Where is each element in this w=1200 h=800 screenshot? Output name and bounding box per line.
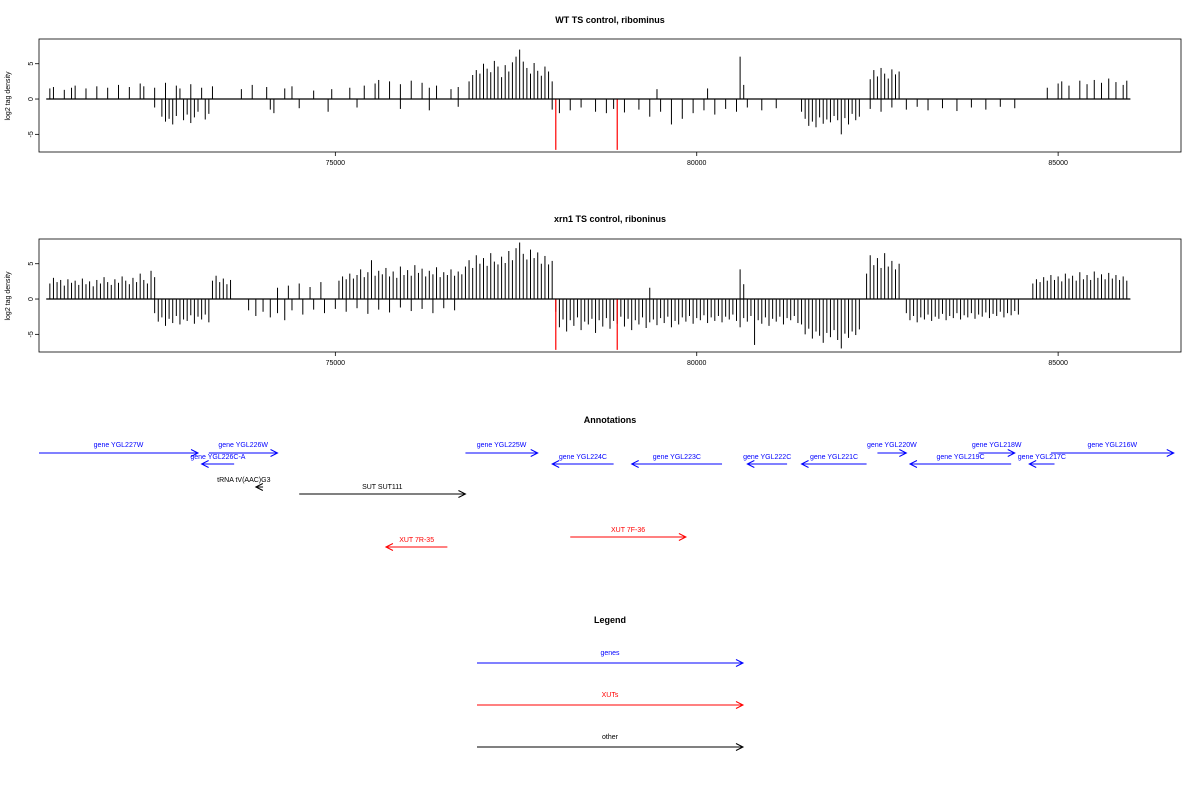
annotation-label: gene YGL220W bbox=[867, 442, 917, 449]
annotation-label: gene YGL227W bbox=[94, 442, 144, 449]
gene-arrow bbox=[978, 449, 1016, 457]
x-tick-label: 85000 bbox=[1048, 160, 1068, 167]
xrn1-marker-lines bbox=[555, 299, 618, 350]
xrn1-density-panel: xrn1 TS control, riboninus log2 tag dens… bbox=[5, 214, 1182, 367]
wt-panel-title: WT TS control, ribominus bbox=[555, 15, 665, 25]
legend-arrow bbox=[477, 743, 745, 751]
wt-y-axis-label: log2 tag density bbox=[5, 71, 12, 121]
annotation-label: gene YGL221C bbox=[810, 454, 858, 461]
gene-arrow bbox=[1028, 460, 1055, 468]
annotation-tracks: gene YGL227W gene YGL226W gene YGL226C-A ge… bbox=[39, 442, 1175, 551]
gene-arrow bbox=[465, 449, 539, 457]
legend-label: XUTs bbox=[602, 692, 619, 699]
annotation-label: SUT SUT111 bbox=[362, 484, 403, 491]
y-tick-label: 0 bbox=[28, 297, 35, 301]
annotation-label: gene YGL218W bbox=[972, 442, 1022, 449]
y-tick-label: 5 bbox=[28, 62, 35, 66]
legend-arrow bbox=[477, 659, 745, 667]
gene-arrow bbox=[39, 449, 200, 457]
other-arrow bbox=[299, 490, 467, 498]
other-arrow bbox=[254, 483, 264, 491]
x-tick-label: 75000 bbox=[326, 160, 346, 167]
annotation-label: tRNA tV(AAC)G3 bbox=[217, 477, 270, 484]
gene-arrow bbox=[908, 460, 1012, 468]
annotation-label: gene YGL226W bbox=[218, 442, 268, 449]
gene-arrow bbox=[630, 460, 723, 468]
gene-arrow bbox=[551, 460, 614, 468]
annotation-label: XUT 7F-36 bbox=[611, 527, 645, 534]
legend-label: other bbox=[602, 734, 619, 741]
y-tick-label: -5 bbox=[28, 131, 35, 137]
xrn1-y-ticks: 5 0 -5 bbox=[28, 262, 39, 337]
legend-label: genes bbox=[600, 650, 620, 657]
x-tick-label: 80000 bbox=[687, 160, 707, 167]
annotations-panel: Annotations gene YGL227W gene YGL226Wgene… bbox=[39, 415, 1175, 551]
annotation-label: gene YGL225W bbox=[477, 442, 527, 449]
annotation-label: gene YGL222C bbox=[743, 454, 791, 461]
wt-density-panel: WT TS control, ribominus log2 tag densit… bbox=[5, 15, 1182, 167]
annotation-label: gene YGL216W bbox=[1087, 442, 1137, 449]
gene-arrow bbox=[208, 449, 279, 457]
xrn1-panel-title: xrn1 TS control, riboninus bbox=[554, 214, 666, 224]
y-tick-label: 0 bbox=[28, 97, 35, 101]
wt-density-bars bbox=[49, 49, 1128, 135]
xut-arrow bbox=[570, 533, 688, 541]
y-tick-label: 5 bbox=[28, 262, 35, 266]
gene-arrow bbox=[200, 460, 235, 468]
x-tick-label: 75000 bbox=[326, 360, 346, 367]
annotations-title: Annotations bbox=[584, 415, 637, 425]
legend-title: Legend bbox=[594, 615, 626, 625]
gene-arrow bbox=[877, 449, 908, 457]
y-tick-label: -5 bbox=[28, 331, 35, 337]
xrn1-plot-frame bbox=[38, 238, 1182, 353]
gene-arrow bbox=[800, 460, 867, 468]
wt-x-ticks: 75000 80000 85000 bbox=[326, 152, 1068, 167]
x-tick-label: 80000 bbox=[687, 360, 707, 367]
legend-panel: Legend genes XUTs other bbox=[477, 615, 745, 751]
xut-arrow bbox=[384, 543, 448, 551]
legend-items: genes XUTs other bbox=[477, 650, 745, 751]
xrn1-density-bars bbox=[49, 242, 1128, 349]
annotation-label: gene YGL219C bbox=[936, 454, 984, 461]
annotation-label: gene YGL223C bbox=[653, 454, 701, 461]
xrn1-x-ticks: 75000 80000 85000 bbox=[326, 352, 1068, 367]
legend-arrow bbox=[477, 701, 745, 709]
xrn1-y-axis-label: log2 tag density bbox=[5, 271, 12, 321]
annotation-label: gene YGL217C bbox=[1018, 454, 1066, 461]
wt-y-ticks: 5 0 -5 bbox=[28, 62, 39, 137]
annotation-label: gene YGL226C-A bbox=[190, 454, 245, 461]
wt-marker-lines bbox=[555, 99, 618, 150]
annotation-label: gene YGL224C bbox=[559, 454, 607, 461]
x-tick-label: 85000 bbox=[1048, 360, 1068, 367]
gene-arrow bbox=[746, 460, 788, 468]
wt-plot-frame bbox=[38, 38, 1182, 153]
gene-arrow bbox=[1050, 449, 1175, 457]
annotation-label: XUT 7R-35 bbox=[399, 537, 434, 544]
